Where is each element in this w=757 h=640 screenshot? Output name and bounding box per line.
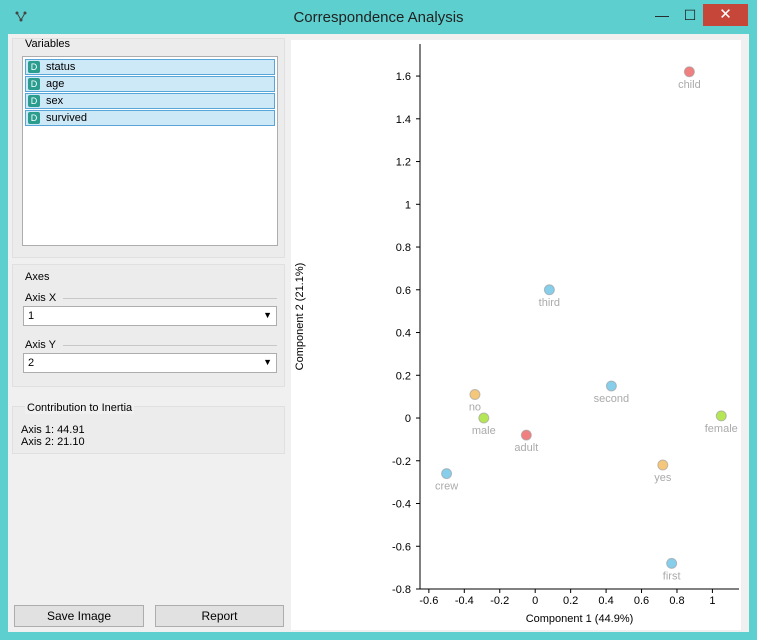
minimize-button[interactable]: — — [655, 7, 669, 23]
chevron-down-icon: ▼ — [263, 357, 272, 367]
x-tick-label: 0.6 — [634, 595, 649, 607]
y-tick-label: 1 — [405, 199, 411, 211]
axis-x-value: 1 — [28, 310, 35, 322]
plot-area[interactable]: -0.6 -0.4 -0.2 0 0.2 0.4 0.6 0.8 1 -0.8 -0.6 -0.4 -0… — [291, 40, 741, 630]
maximize-button[interactable]: ☐ — [683, 7, 697, 23]
variable-label: survived — [46, 112, 87, 124]
data-point-female[interactable] — [715, 410, 727, 422]
point-label-crew: crew — [435, 481, 458, 493]
data-point-no[interactable] — [469, 389, 481, 401]
axis-y-label: Axis Y — [25, 339, 56, 351]
point-label-male: male — [472, 425, 496, 437]
x-tick-label: -0.2 — [490, 595, 509, 607]
discrete-variable-icon: D — [28, 95, 40, 107]
app-icon — [15, 11, 27, 22]
variable-label: sex — [46, 95, 64, 107]
point-label-adult: adult — [514, 442, 538, 454]
divider — [63, 298, 277, 299]
data-point-crew[interactable] — [441, 468, 453, 480]
report-button[interactable]: Report — [155, 605, 284, 627]
axis-y-value: 2 — [28, 357, 35, 369]
discrete-variable-icon: D — [28, 78, 40, 90]
data-point-yes[interactable] — [657, 459, 669, 471]
y-tick-label: 1.4 — [396, 114, 411, 126]
y-tick-label: -0.6 — [392, 541, 411, 553]
x-tick-label: 0.2 — [563, 595, 578, 607]
variables-list[interactable]: D status D age D sex D survived — [22, 56, 278, 246]
variables-box: Variables D status D age D sex D survive… — [12, 38, 285, 258]
inertia-axis1: Axis 1: 44.91 — [21, 424, 85, 436]
data-point-male[interactable] — [478, 412, 490, 424]
axis-x-select[interactable]: 1 ▼ — [23, 306, 277, 326]
inertia-title: Contribution to Inertia — [25, 402, 135, 414]
close-button[interactable]: ✕ — [703, 4, 748, 26]
data-point-child[interactable] — [683, 66, 695, 78]
point-label-no: no — [469, 402, 481, 414]
point-label-child: child — [678, 79, 701, 91]
window-title: Correspondence Analysis — [293, 9, 464, 26]
x-tick-label: 0 — [532, 595, 538, 607]
variable-label: status — [46, 61, 76, 73]
variable-label: age — [46, 78, 65, 90]
axis-x-label: Axis X — [25, 292, 57, 304]
title-bar[interactable]: Correspondence Analysis — ☐ ✕ — [0, 0, 757, 34]
divider — [63, 345, 277, 346]
y-tick-label: 1.2 — [396, 157, 411, 169]
discrete-variable-icon: D — [28, 61, 40, 73]
x-axis-title: Component 1 (44.9%) — [526, 613, 634, 625]
x-tick-label: 1 — [709, 595, 715, 607]
chevron-down-icon: ▼ — [263, 310, 272, 320]
discrete-variable-icon: D — [28, 112, 40, 124]
save-image-button[interactable]: Save Image — [14, 605, 144, 627]
x-tick-label: -0.6 — [419, 595, 438, 607]
point-label-female: female — [705, 423, 738, 435]
point-label-first: first — [663, 570, 681, 582]
list-item[interactable]: D age — [25, 76, 275, 92]
y-tick-label: 0.2 — [396, 370, 411, 382]
y-tick-label: -0.4 — [392, 499, 411, 511]
axis-y-select[interactable]: 2 ▼ — [23, 353, 277, 373]
inertia-axis2: Axis 2: 21.10 — [21, 436, 85, 448]
axes-box: Axes Axis X 1 ▼ Axis Y 2 ▼ — [12, 264, 285, 387]
y-tick-label: 1.6 — [396, 71, 411, 83]
y-tick-label: 0.6 — [396, 285, 411, 297]
inertia-box: Contribution to Inertia Axis 1: 44.91 Ax… — [12, 402, 285, 454]
point-label-yes: yes — [654, 472, 672, 484]
y-tick-label: -0.8 — [392, 584, 411, 596]
list-item[interactable]: D sex — [25, 93, 275, 109]
data-point-third[interactable] — [543, 284, 555, 296]
variables-title: Variables — [25, 38, 71, 50]
y-tick-label: -0.2 — [392, 456, 411, 468]
x-tick-label: -0.4 — [455, 595, 474, 607]
list-item[interactable]: D survived — [25, 110, 275, 126]
data-point-second[interactable] — [605, 380, 617, 392]
x-tick-label: 0.8 — [669, 595, 684, 607]
data-point-adult[interactable] — [520, 429, 532, 441]
scatter-plot[interactable]: -0.6 -0.4 -0.2 0 0.2 0.4 0.6 0.8 1 -0.8 -0.6 -0.4 -0… — [291, 40, 741, 630]
axes-title: Axes — [25, 271, 50, 283]
point-label-third: third — [539, 297, 560, 309]
y-tick-label: 0.4 — [396, 328, 411, 340]
y-tick-label: 0.8 — [396, 242, 411, 254]
client-area: Variables D status D age D sex D survive… — [8, 34, 749, 632]
x-tick-label: 0.4 — [598, 595, 613, 607]
point-label-second: second — [594, 393, 629, 405]
y-axis-title: Component 2 (21.1%) — [294, 263, 306, 371]
list-item[interactable]: D status — [25, 59, 275, 75]
y-tick-label: 0 — [405, 413, 411, 425]
data-point-first[interactable] — [666, 557, 678, 569]
